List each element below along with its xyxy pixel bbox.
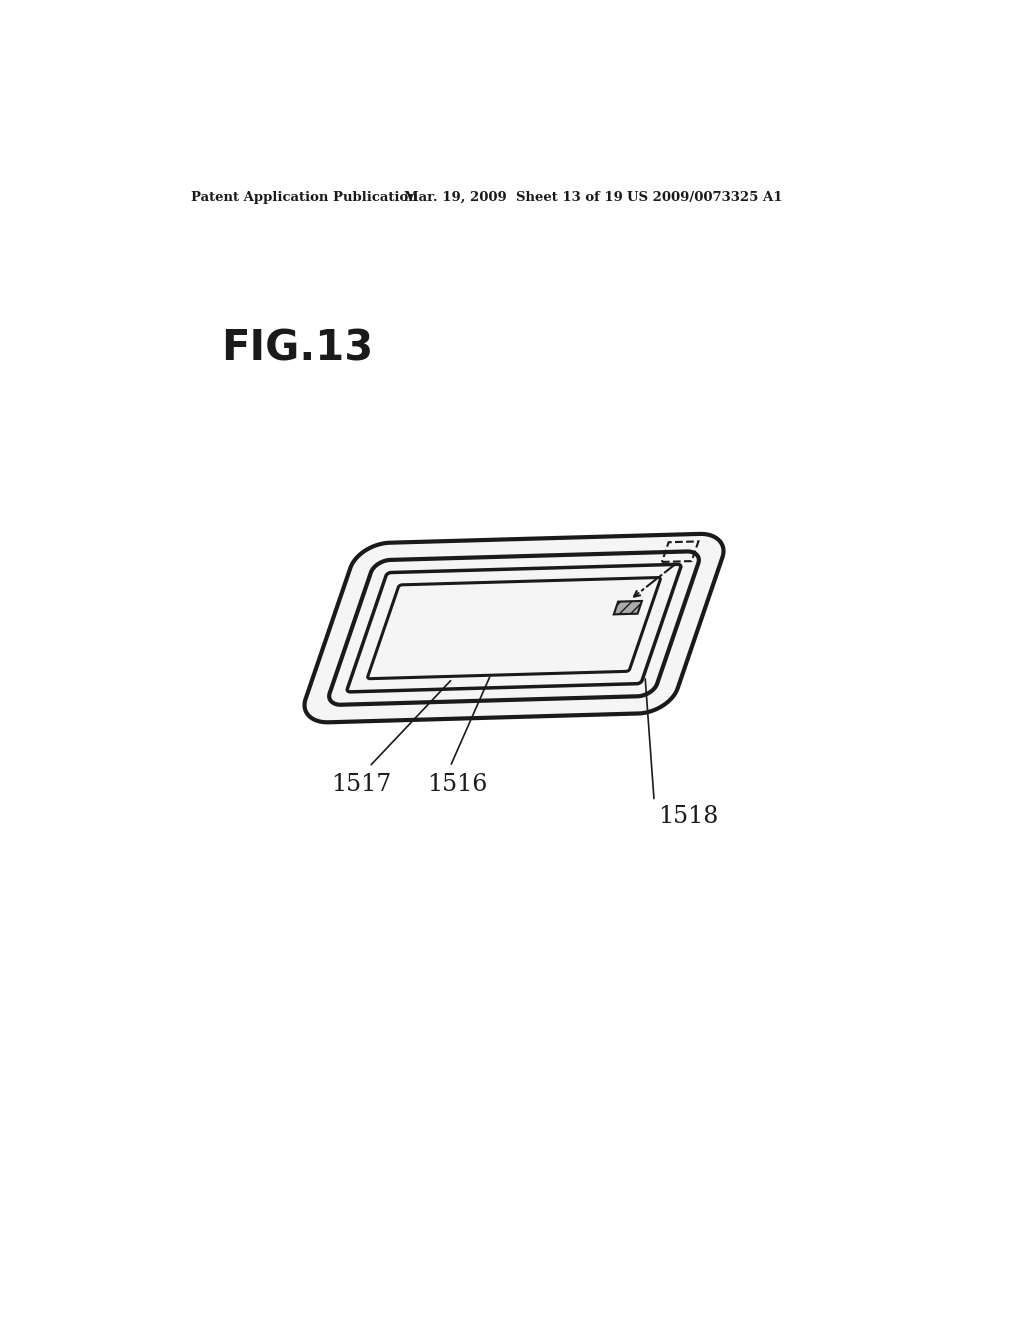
Text: FIG.13: FIG.13 — [221, 327, 374, 370]
Text: 1518: 1518 — [658, 805, 719, 828]
Text: 1517: 1517 — [332, 774, 392, 796]
Polygon shape — [613, 601, 642, 614]
Text: Mar. 19, 2009  Sheet 13 of 19: Mar. 19, 2009 Sheet 13 of 19 — [403, 191, 623, 203]
Text: US 2009/0073325 A1: US 2009/0073325 A1 — [628, 191, 782, 203]
Text: 1516: 1516 — [428, 774, 488, 796]
Polygon shape — [304, 533, 724, 722]
Text: Patent Application Publication: Patent Application Publication — [190, 191, 418, 203]
